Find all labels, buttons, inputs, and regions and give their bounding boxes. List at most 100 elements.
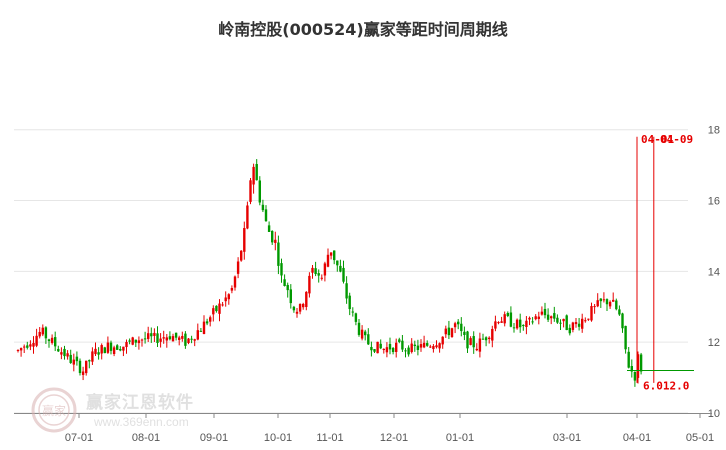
- candle-body: [57, 348, 60, 352]
- candle-body: [329, 252, 333, 256]
- candle-body: [181, 335, 184, 339]
- candle-body: [60, 352, 63, 355]
- candle-body: [398, 339, 401, 342]
- candle-body: [255, 164, 258, 181]
- candle-body: [528, 317, 531, 320]
- candle-body: [280, 263, 283, 276]
- candle-body: [205, 321, 209, 324]
- candle-body: [426, 343, 429, 346]
- candle-body: [212, 308, 215, 315]
- chart-title: 岭南控股(000524)赢家等距时间周期线: [218, 20, 508, 39]
- candle-body: [106, 342, 110, 353]
- candle-body: [339, 265, 342, 272]
- candle-body: [376, 341, 379, 354]
- candle-body: [326, 254, 330, 267]
- candle-body: [215, 305, 218, 312]
- candle-body: [618, 309, 621, 315]
- candle-body: [156, 333, 159, 343]
- candle-body: [615, 300, 618, 310]
- candle-body: [506, 313, 509, 317]
- candle-body: [125, 341, 128, 348]
- candle-body: [159, 338, 162, 342]
- candle-body: [147, 333, 150, 339]
- candle-body: [249, 180, 252, 202]
- y-tick-label: 18: [708, 125, 720, 137]
- candles: [16, 159, 643, 387]
- candle-body: [81, 371, 85, 375]
- candle-body: [311, 267, 314, 273]
- x-tick-label: 04-01: [623, 432, 651, 444]
- candle-body: [590, 306, 593, 321]
- candle-body: [401, 340, 404, 350]
- candle-body: [342, 267, 345, 282]
- candle-body: [407, 347, 410, 355]
- candle-body: [305, 291, 308, 308]
- candle-body: [94, 348, 97, 355]
- candle-body: [233, 276, 237, 288]
- candle-body: [252, 166, 255, 185]
- candle-body: [484, 337, 488, 341]
- candle-body: [447, 327, 451, 336]
- candle-body: [26, 345, 29, 348]
- candle-body: [174, 332, 178, 338]
- candle-body: [404, 350, 407, 352]
- candle-body: [29, 344, 32, 347]
- candle-body: [295, 311, 299, 314]
- cycle-label: 04-01: [641, 133, 674, 146]
- candle-body: [608, 301, 612, 307]
- cycle-label: 04-09: [660, 133, 693, 146]
- candle-body: [460, 323, 463, 332]
- candle-body: [137, 340, 141, 344]
- candle-body: [230, 287, 234, 291]
- candle-body: [88, 360, 91, 362]
- candle-body: [100, 345, 103, 354]
- candle-body: [153, 332, 156, 336]
- candle-body: [593, 306, 596, 308]
- candle-body: [85, 360, 88, 374]
- candle-body: [109, 342, 113, 351]
- candle-body: [302, 303, 305, 308]
- watermark-url: www.369enn.com: [94, 415, 189, 429]
- candle-body: [354, 313, 358, 322]
- candle-body: [289, 289, 292, 304]
- candle-body: [140, 339, 144, 341]
- candle-body: [75, 356, 79, 362]
- candle-body: [503, 314, 506, 324]
- candle-body: [432, 346, 435, 350]
- candle-body: [457, 321, 460, 325]
- candle-body: [568, 327, 571, 334]
- gridlines: [14, 129, 688, 414]
- candle-body: [199, 330, 203, 332]
- seal-icon: 赢家: [31, 387, 77, 433]
- x-tick-label: 12-01: [380, 432, 408, 444]
- candle-body: [333, 250, 336, 261]
- watermark: 赢家 赢家江恩软件 www.369enn.com: [30, 382, 230, 442]
- candle-body: [178, 337, 181, 340]
- candle-body: [69, 354, 72, 363]
- candle-body: [221, 304, 224, 306]
- candle-body: [453, 323, 457, 328]
- candle-body: [72, 359, 75, 365]
- candle-body: [571, 322, 575, 330]
- candle-body: [565, 315, 568, 331]
- candle-body: [605, 299, 609, 305]
- candle-body: [116, 345, 119, 350]
- candle-body: [202, 321, 206, 334]
- candle-body: [357, 322, 361, 335]
- candle-body: [391, 347, 395, 353]
- candle-body: [19, 348, 23, 351]
- candle-body: [240, 250, 243, 261]
- candle-body: [395, 342, 398, 352]
- axes: 10 12 14 16 18 07-01 08-01 09-01 10-01 11-01 12-01…: [14, 125, 720, 444]
- candle-body: [497, 322, 500, 324]
- candle-body: [193, 339, 196, 341]
- x-tick-label: 09-01: [200, 432, 228, 444]
- candle-body: [317, 273, 320, 276]
- candle-body: [227, 294, 230, 300]
- candle-body: [419, 344, 423, 348]
- candle-body: [196, 330, 199, 340]
- candle-body: [41, 327, 44, 335]
- candle-body: [639, 354, 643, 372]
- candle-body: [134, 339, 137, 343]
- candle-body: [370, 346, 373, 351]
